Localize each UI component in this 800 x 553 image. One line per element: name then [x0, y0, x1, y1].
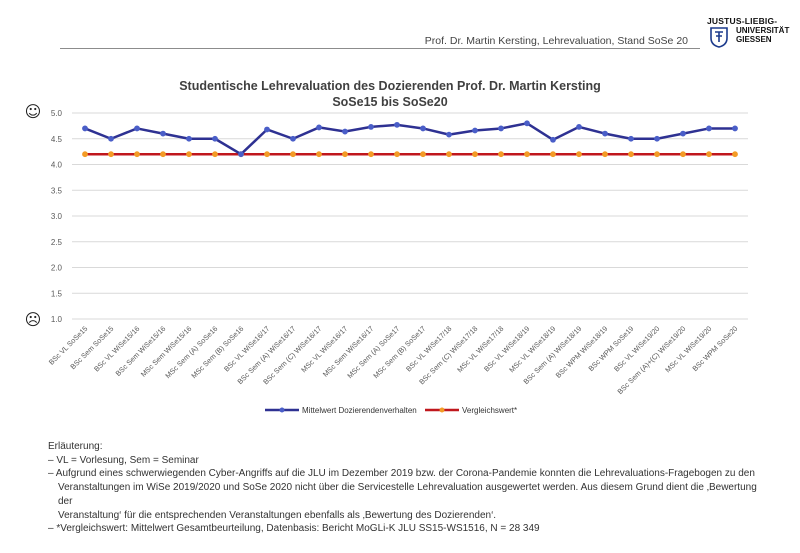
series-2-point: [160, 151, 166, 158]
chart-subtitle: SoSe15 bis SoSe20: [332, 95, 447, 109]
series-1-point: [550, 136, 556, 143]
header-text: Prof. Dr. Martin Kersting, Lehrevaluatio…: [424, 35, 688, 47]
x-tick-label: BSc VL WiSe15/16: [92, 324, 141, 373]
legend-item-series-2: Vergleichswert*: [425, 405, 517, 415]
series-1-point: [732, 125, 738, 132]
y-tick-label: 2.5: [51, 238, 63, 247]
y-tick-label: 1.5: [51, 289, 63, 298]
series-1-point: [160, 130, 166, 137]
series-2-point: [680, 151, 686, 158]
university-seal-icon: [710, 27, 728, 48]
legend-label-series-1: Mittelwert Dozierendenverhalten: [302, 405, 417, 415]
legend-label-series-2: Vergleichswert*: [462, 405, 518, 415]
series-1-point: [420, 125, 426, 132]
header-line: [60, 48, 700, 49]
x-tick-label: BSc WPM SoSe20: [690, 324, 739, 373]
series-1-point: [212, 135, 218, 142]
series-1-point: [680, 130, 686, 137]
note-item-3: Veranstaltungen im WiSe 2019/2020 und So…: [58, 482, 757, 507]
series-2-point: [498, 151, 504, 158]
series-2-point: [654, 151, 660, 158]
series-1-point: [368, 124, 374, 130]
y-tick-label: 4.0: [51, 161, 63, 170]
series-2-point: [316, 151, 322, 158]
series-2-point: [186, 151, 192, 158]
series-2-point: [290, 151, 296, 158]
series-1-point: [108, 135, 114, 142]
logo-line3: GIESSEN: [736, 35, 772, 44]
series-1-point: [342, 128, 348, 135]
y-tick-label: 5.0: [51, 109, 63, 118]
logo-line1: JUSTUS-LIEBIG-: [707, 16, 778, 26]
x-tick-label: BSc WPM SoSe19: [586, 324, 635, 373]
y-tick-label: 1.0: [51, 315, 63, 324]
series-2-point: [134, 151, 140, 158]
legend-swatch-series-2: [425, 407, 459, 413]
series-1-point: [706, 125, 712, 132]
logo-line2: UNIVERSITÄT: [736, 26, 790, 35]
series-1-point: [654, 135, 660, 142]
note-item-1: – VL = Vorlesung, Sem = Seminar: [48, 454, 199, 466]
series-line-1: [84, 122, 735, 156]
x-tick-label: MSc VL WiSe18/19: [507, 324, 557, 374]
x-tick-label: MSc VL WiSe19/20: [663, 324, 713, 374]
smiley-happy-icon: ☺: [25, 102, 42, 121]
x-tick-label: BSc VL WiSe19/20: [612, 324, 661, 373]
series-2-point: [446, 151, 452, 158]
note-item-4: Veranstaltung‘ für die entsprechenden Ve…: [58, 509, 497, 521]
series-2-point: [628, 151, 634, 158]
notes: Erläuterung: – VL = Vorlesung, Sem = Sem…: [48, 440, 768, 536]
series-1-point: [316, 124, 322, 131]
series-1-point: [186, 135, 192, 142]
series-2-point: [706, 151, 712, 158]
university-logo: JUSTUS-LIEBIG- UNIVERSITÄT GIESSEN: [704, 16, 796, 58]
y-tick-label: 3.0: [51, 212, 63, 221]
chart-title: Studentische Lehrevaluation des Dozieren…: [179, 79, 601, 93]
series-2-point: [550, 151, 556, 158]
series-1-point: [472, 127, 478, 134]
series-1-point: [290, 135, 296, 142]
series-2-point: [524, 151, 530, 158]
notes-heading: Erläuterung:: [48, 441, 103, 452]
series-1-point: [134, 125, 140, 132]
note-item-2: – Aufgrund eines schwerwiegenden Cyber-A…: [48, 468, 755, 480]
y-tick-label: 4.5: [51, 135, 63, 144]
series-2-point: [108, 151, 114, 158]
x-tick-label: BSc VL WiSe18/19: [482, 324, 531, 373]
line-chart: Studentische Lehrevaluation des Dozieren…: [25, 79, 748, 396]
series-1-point: [238, 151, 244, 158]
series-1-point: [628, 135, 634, 142]
x-tick-label: BSc VL WiSe17/18: [404, 324, 453, 373]
x-tick-label: MSc VL WiSe17/18: [455, 324, 505, 374]
x-tick-label: BSc VL WiSe16/17: [222, 324, 271, 373]
series-1-point: [524, 120, 530, 127]
series-1-point: [394, 121, 400, 128]
series-2-point: [732, 151, 738, 158]
series-1-point: [602, 130, 608, 137]
note-item-5: – *Vergleichswert: Mittelwert Gesamtbeur…: [48, 523, 540, 535]
x-tick-label: MSc VL WiSe16/17: [299, 324, 349, 374]
series-2-point: [472, 151, 478, 158]
smiley-sad-icon: ☹: [25, 310, 42, 329]
series-2-point: [264, 151, 270, 158]
legend-item-series-1: Mittelwert Dozierendenverhalten: [265, 405, 417, 415]
series-2-point: [420, 151, 426, 158]
series-2-point: [82, 151, 88, 158]
y-tick-label: 3.5: [51, 186, 63, 195]
series-2-point: [212, 151, 218, 158]
series-1-point: [446, 131, 452, 138]
legend-swatch-series-1: [265, 407, 299, 413]
series-2-point: [576, 151, 582, 158]
series-1-point: [82, 125, 88, 132]
series-1-point: [576, 124, 582, 130]
series-2-point: [368, 151, 374, 158]
series-2-point: [602, 151, 608, 158]
series-1-point: [264, 126, 270, 133]
series-2-point: [342, 151, 348, 158]
series-1-point: [498, 125, 504, 132]
y-tick-label: 2.0: [51, 264, 63, 273]
series-2-point: [394, 151, 400, 158]
